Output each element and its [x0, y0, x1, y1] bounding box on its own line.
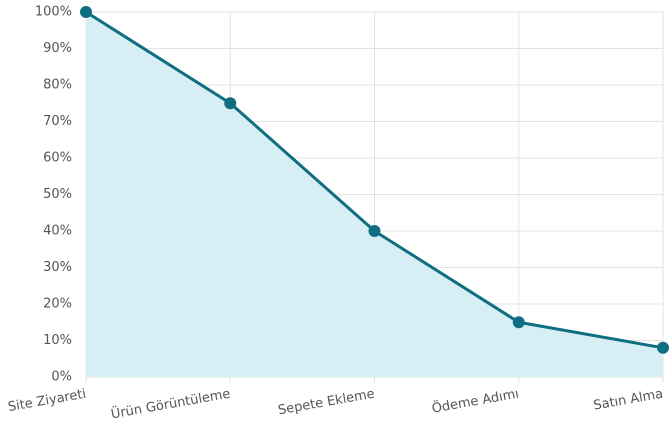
y-tick-label: 0%	[51, 370, 72, 385]
x-tick-label: Site Ziyareti	[7, 387, 87, 415]
y-tick-label: 10%	[43, 333, 72, 348]
x-tick-label: Sepete Ekleme	[277, 387, 376, 419]
y-tick-label: 20%	[43, 297, 72, 312]
point	[224, 97, 237, 110]
y-tick-label: 80%	[43, 78, 72, 93]
y-tick-label: 90%	[43, 41, 72, 56]
x-tick-label: Satın Alma	[592, 387, 664, 414]
point	[512, 316, 525, 329]
point	[368, 225, 381, 237]
y-tick-label: 70%	[43, 114, 72, 129]
y-tick-label: 40%	[43, 224, 72, 239]
y-tick-label: 30%	[43, 260, 72, 275]
y-tick-label: 60%	[43, 151, 72, 166]
point	[80, 6, 92, 18]
y-tick-label: 100%	[35, 5, 72, 20]
y-tick-label: 50%	[43, 187, 72, 202]
x-tick-label: Ödeme Adımı	[430, 385, 520, 417]
x-tick-label: Ürün Görüntüleme	[110, 385, 232, 423]
point	[657, 341, 669, 354]
